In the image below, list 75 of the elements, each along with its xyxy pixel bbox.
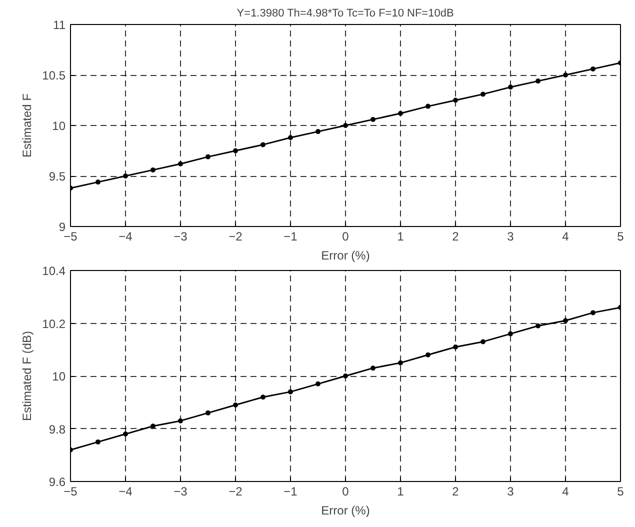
x-tick-label: −2: [228, 230, 243, 244]
point: [563, 72, 568, 78]
point: [536, 323, 540, 328]
x-axis-title: Error (%): [321, 248, 370, 262]
point: [453, 98, 458, 103]
y-tick-label: 9: [58, 220, 66, 234]
x-axis-title: Error (%): [321, 504, 370, 518]
point: [233, 402, 238, 408]
point: [150, 424, 156, 429]
point: [260, 142, 266, 148]
point: [508, 331, 513, 336]
x-tick-label: −2: [228, 484, 243, 498]
x-tick-label: −5: [64, 484, 78, 498]
point: [590, 310, 596, 316]
x-tick-label: −1: [284, 484, 298, 498]
point: [288, 389, 293, 394]
point: [370, 366, 376, 371]
point: [96, 439, 100, 444]
point: [370, 116, 376, 122]
point: [508, 84, 513, 90]
point: [178, 161, 183, 166]
point: [563, 318, 568, 324]
point: [343, 374, 348, 378]
x-tick-label: 4: [562, 484, 570, 498]
point: [206, 410, 210, 416]
x-tick-label: −1: [284, 230, 298, 244]
point: [453, 344, 458, 350]
point: [316, 381, 320, 386]
x-tick-label: −5: [64, 230, 78, 244]
point: [260, 394, 266, 400]
y-tick-label: 9.8: [48, 422, 66, 436]
point: [398, 110, 403, 116]
x-tick-label: −4: [118, 484, 133, 498]
y-axis-title: Estimated F (dB): [20, 330, 34, 422]
point: [233, 148, 238, 154]
y-tick-label: 10.2: [42, 316, 66, 331]
x-tick-label: 5: [617, 230, 624, 244]
point: [480, 339, 486, 344]
y-tick-label: 10: [52, 119, 66, 133]
x-tick-label: 2: [452, 484, 460, 498]
point: [288, 135, 293, 140]
y-tick-label: 10.5: [42, 68, 66, 82]
y-axis-title: Estimated F: [20, 93, 34, 158]
x-tick-label: 0: [342, 230, 350, 244]
point: [178, 418, 183, 424]
point: [150, 167, 156, 172]
chart-title: Y=1.3980 Th=4.98*To Tc=To F=10 NF=10dB: [236, 8, 454, 20]
point: [123, 432, 128, 437]
point: [343, 123, 348, 128]
x-tick-label: 1: [397, 484, 404, 498]
x-tick-label: 4: [562, 230, 570, 244]
point: [206, 154, 210, 160]
x-tick-label: 5: [617, 484, 624, 498]
y-tick-label: 11: [53, 18, 66, 32]
point: [536, 78, 540, 84]
x-tick-label: 2: [452, 230, 460, 244]
y-tick-label: 10.4: [42, 264, 66, 278]
point: [426, 104, 430, 109]
x-tick-label: 0: [342, 484, 350, 498]
point: [426, 352, 430, 358]
x-tick-label: 3: [507, 484, 514, 498]
x-tick-label: −3: [174, 484, 188, 498]
x-tick-label: 1: [397, 230, 404, 244]
x-tick-label: 3: [507, 230, 514, 244]
x-tick-label: −3: [174, 230, 188, 244]
y-tick-label: 9.6: [48, 475, 66, 489]
x-tick-label: −4: [118, 230, 133, 244]
point: [96, 180, 100, 185]
point: [590, 66, 596, 72]
point: [480, 92, 486, 97]
y-tick-label: 10: [52, 370, 66, 384]
point: [316, 129, 320, 134]
y-tick-label: 9.5: [48, 170, 66, 184]
point: [123, 174, 128, 178]
point: [398, 360, 403, 366]
